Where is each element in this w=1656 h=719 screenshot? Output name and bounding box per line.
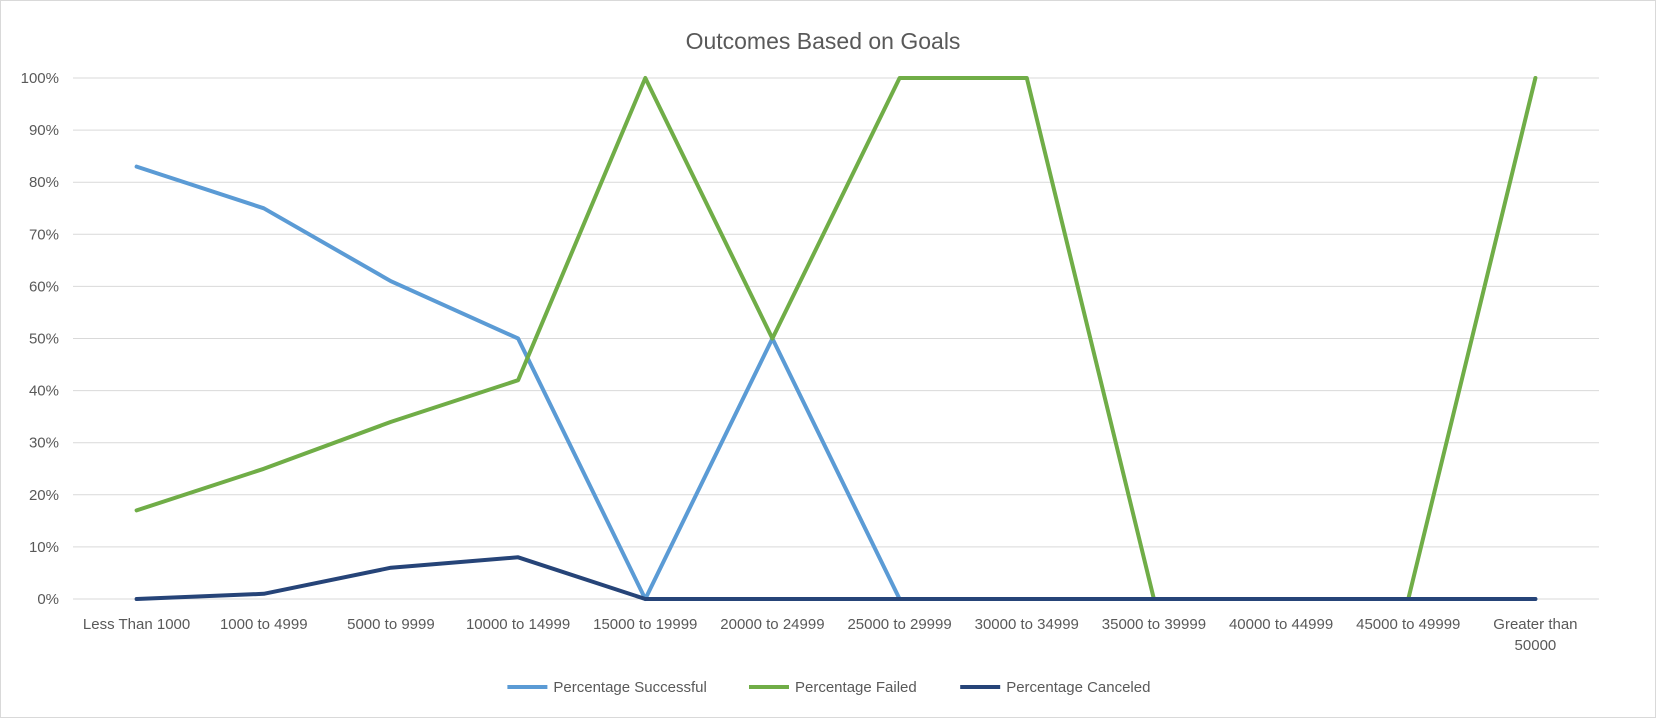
x-tick-label: 40000 to 44999 xyxy=(1229,616,1333,633)
x-axis-ticks: Less Than 1000 1000 to 4999 5000 to 9999 10… xyxy=(83,616,1578,654)
x-tick-label: 45000 to 49999 xyxy=(1356,616,1460,633)
y-tick-label: 40% xyxy=(29,383,59,400)
x-tick-label: Less Than 1000 xyxy=(83,616,190,633)
legend: Percentage Successful Percentage Failed Pe… xyxy=(507,679,1150,696)
y-tick-label: 10% xyxy=(29,539,59,556)
y-tick-label: 90% xyxy=(29,122,59,139)
legend-label-2: Percentage Failed xyxy=(795,679,917,696)
y-tick-label: 70% xyxy=(29,226,59,243)
y-tick-label: 0% xyxy=(37,591,59,608)
x-tick-label: 20000 to 24999 xyxy=(720,616,824,633)
series-line-3 xyxy=(134,555,1538,601)
y-tick-label: 80% xyxy=(29,174,59,191)
x-tick-label: 30000 to 34999 xyxy=(975,616,1079,633)
y-tick-label: 100% xyxy=(21,70,59,87)
x-tick-label: 35000 to 39999 xyxy=(1102,616,1206,633)
gridlines xyxy=(73,77,1599,600)
legend-label-3: Percentage Canceled xyxy=(1006,679,1150,696)
chart-title: Outcomes Based on Goals xyxy=(686,28,961,54)
series-lines xyxy=(134,76,1538,601)
x-tick-label: 10000 to 14999 xyxy=(466,616,570,633)
x-tick-label: 1000 to 4999 xyxy=(220,616,308,633)
y-tick-label: 50% xyxy=(29,331,59,348)
x-tick-label: 5000 to 9999 xyxy=(347,616,435,633)
series-line-1 xyxy=(134,164,1538,601)
x-tick-label: 25000 to 29999 xyxy=(847,616,951,633)
y-tick-label: 30% xyxy=(29,435,59,452)
legend-label-1: Percentage Successful xyxy=(553,679,706,696)
x-tick-label: Greater than 50000 xyxy=(1493,616,1577,654)
x-tick-label: 15000 to 19999 xyxy=(593,616,697,633)
y-axis-ticks: 0% 10% 20% 30% 40% 50% 60% 70% 80% 90% 100% xyxy=(21,70,59,608)
y-tick-label: 60% xyxy=(29,278,59,295)
y-tick-label: 20% xyxy=(29,487,59,504)
